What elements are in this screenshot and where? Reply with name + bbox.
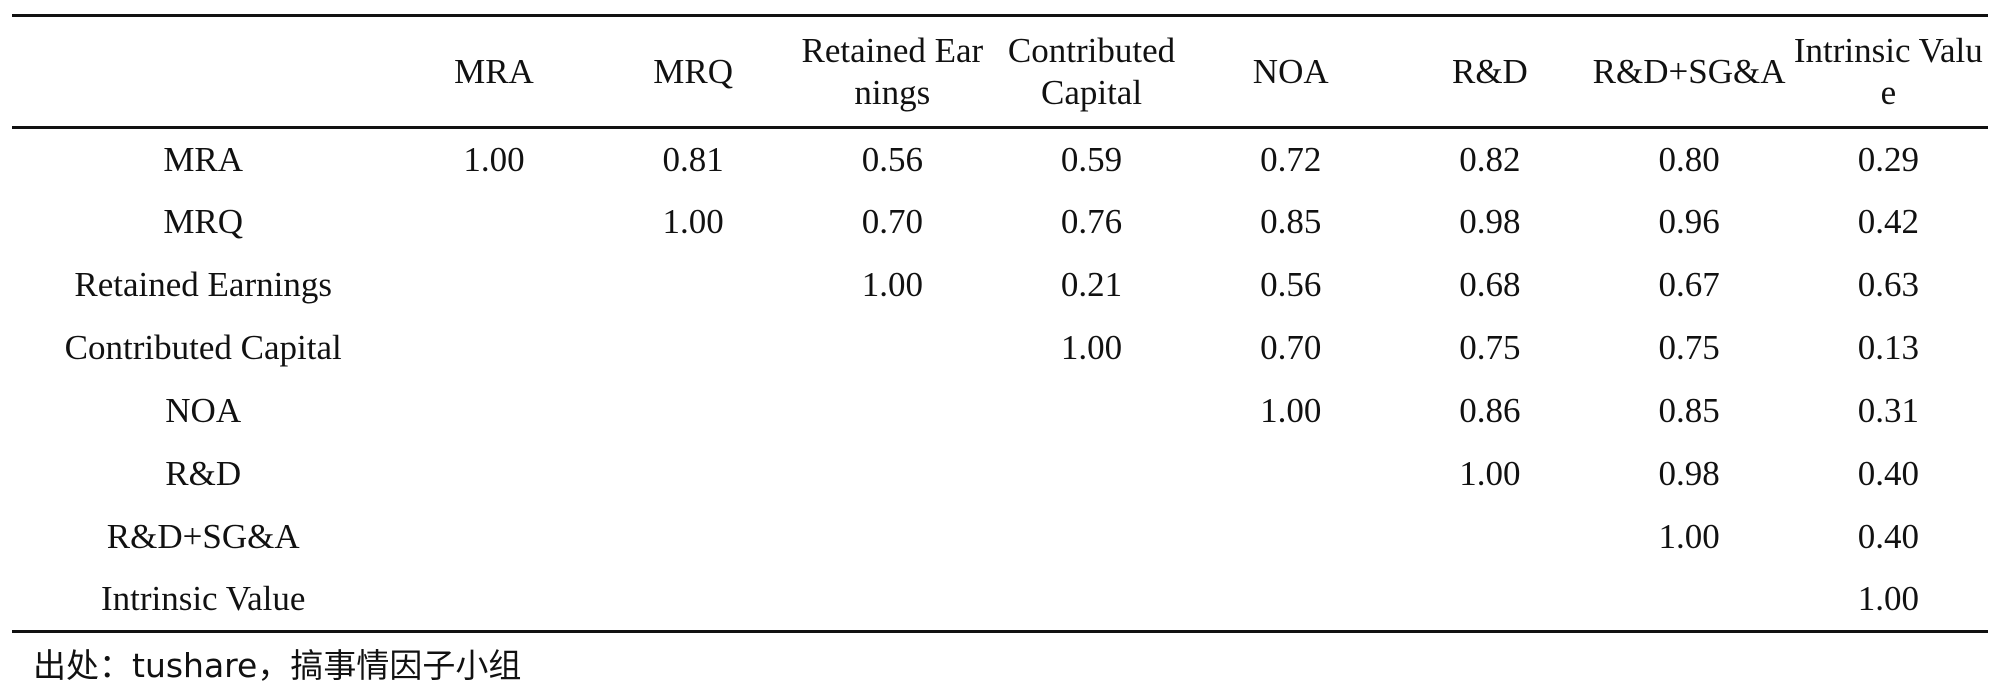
correlation-table: MRA MRQ Retained Earnings Contributed Ca… (12, 14, 1988, 633)
table-cell: 0.59 (1060, 139, 1123, 179)
table-cell: 0.75 (1459, 328, 1521, 367)
table-cell: 1.00 (1459, 454, 1521, 493)
header-cell: NOA (1252, 51, 1329, 91)
table-cell: 0.98 (1658, 454, 1720, 493)
header-cell: Intrinsic Value (1793, 30, 1983, 112)
table-cell: 0.75 (1658, 328, 1720, 367)
row-label: Retained Earnings (74, 265, 332, 304)
table-cell (992, 506, 1191, 569)
table-cell: 0.76 (1060, 202, 1123, 241)
table-row: R&D+SG&A 1.00 0.40 (12, 506, 1988, 569)
row-label: Intrinsic Value (100, 579, 306, 619)
table-cell: 0.86 (1459, 391, 1521, 430)
table-cell: 0.31 (1857, 391, 1919, 430)
row-label: MRQ (163, 202, 244, 241)
table-cell: 0.82 (1459, 139, 1521, 179)
table-cell (594, 569, 793, 632)
table-row: Retained Earnings 1.00 0.21 0.56 0.68 0.… (12, 254, 1988, 317)
table-cell (394, 191, 593, 254)
table-cell: 0.85 (1658, 391, 1720, 430)
table-cell: 0.56 (861, 139, 923, 179)
header-cell-corner (12, 16, 394, 128)
table-cell (394, 506, 593, 569)
table-cell: 0.80 (1658, 139, 1720, 179)
table-cell (793, 569, 992, 632)
row-label: MRA (163, 139, 244, 179)
table-cell: 0.29 (1857, 139, 1919, 179)
table-header-row: MRA MRQ Retained Earnings Contributed Ca… (12, 15, 1988, 128)
table-row: NOA 1.00 0.86 0.85 0.31 (12, 380, 1988, 443)
table-cell: 0.21 (1060, 265, 1123, 304)
table-cell (594, 317, 793, 380)
table-cell: 1.00 (1857, 579, 1919, 619)
table-row: Intrinsic Value 1.00 (12, 569, 1988, 632)
table-cell (1390, 506, 1589, 569)
table-cell: 0.40 (1857, 454, 1919, 493)
table-cell (793, 317, 992, 380)
table-cell (594, 380, 793, 443)
table-cell (992, 443, 1191, 506)
table-cell: 0.40 (1857, 517, 1919, 556)
table-cell: 0.67 (1658, 265, 1720, 304)
table-cell (394, 443, 593, 506)
table-row: Contributed Capital 1.00 0.70 0.75 0.75 … (12, 317, 1988, 380)
source-note: 出处：tushare，搞事情因子小组 (33, 646, 522, 685)
table-cell: 1.00 (1658, 517, 1720, 556)
table-cell (793, 380, 992, 443)
table-cell (394, 380, 593, 443)
row-label: R&D (165, 454, 242, 493)
table-cell (594, 506, 793, 569)
table-cell: 0.85 (1260, 202, 1322, 241)
table-cell: 0.63 (1857, 265, 1919, 304)
table-cell (1191, 506, 1390, 569)
row-label: NOA (165, 391, 242, 430)
table-cell (1191, 569, 1390, 632)
table-cell (394, 254, 593, 317)
table-row: R&D 1.00 0.98 0.40 (12, 443, 1988, 506)
table-cell: 0.81 (662, 139, 724, 179)
table-cell (394, 569, 593, 632)
table-cell: 1.00 (1260, 391, 1322, 430)
row-label: R&D+SG&A (106, 517, 300, 556)
header-cell: R&D (1451, 51, 1528, 91)
table-cell: 1.00 (861, 265, 923, 304)
table-cell (594, 254, 793, 317)
header-cell: MRA (454, 51, 534, 91)
table-cell (394, 317, 593, 380)
table-cell: 0.68 (1459, 265, 1521, 304)
table-row: MRA 1.00 0.81 0.56 0.59 0.72 0.82 0.80 0… (12, 128, 1988, 191)
table-cell (1590, 569, 1789, 632)
correlation-table-container: MRA MRQ Retained Earnings Contributed Ca… (12, 14, 1988, 633)
table-cell: 0.13 (1857, 328, 1919, 367)
table-cell: 0.98 (1459, 202, 1521, 241)
header-cell: Retained Earnings (801, 30, 984, 112)
table-cell: 0.56 (1260, 265, 1322, 304)
header-cell: R&D+SG&A (1592, 51, 1786, 91)
row-label: Contributed Capital (64, 328, 342, 367)
table-cell: 1.00 (463, 139, 525, 179)
table-cell: 1.00 (662, 202, 724, 241)
table-cell (793, 506, 992, 569)
table-cell: 0.72 (1260, 139, 1322, 179)
table-cell: 0.42 (1857, 202, 1919, 241)
table-cell (793, 443, 992, 506)
header-cell: MRQ (653, 51, 734, 91)
table-cell (1191, 443, 1390, 506)
table-cell: 0.96 (1658, 202, 1720, 241)
header-cell: Contributed Capital (1007, 30, 1176, 112)
table-cell: 0.70 (861, 202, 923, 241)
table-cell (992, 380, 1191, 443)
table-cell (992, 569, 1191, 632)
table-cell (594, 443, 793, 506)
table-cell: 1.00 (1060, 328, 1123, 367)
table-cell: 0.70 (1260, 328, 1322, 367)
table-row: MRQ 1.00 0.70 0.76 0.85 0.98 0.96 0.42 (12, 191, 1988, 254)
table-cell (1390, 569, 1589, 632)
